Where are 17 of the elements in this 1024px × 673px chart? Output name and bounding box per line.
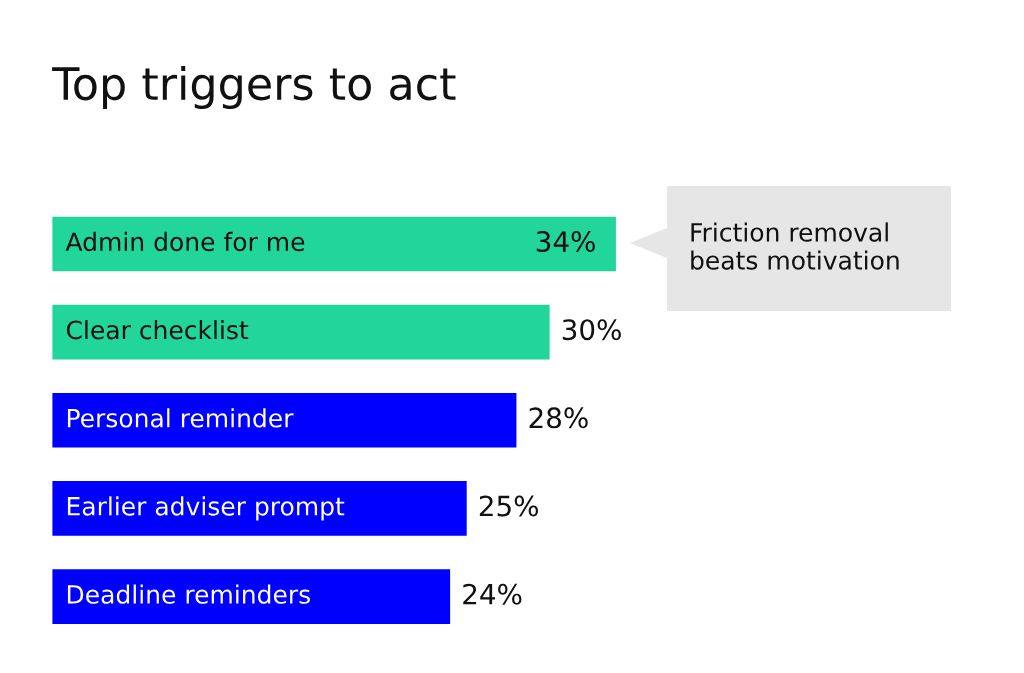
bar — [52, 304, 550, 360]
y-tick-label: Clear checklist — [66, 320, 249, 340]
y-tick-label: Personal reminder — [67, 408, 294, 428]
y-tick-label: Earlier adviser prompt — [67, 496, 345, 521]
y-tick-label: Admin done for me — [65, 231, 305, 252]
data-label: 25% — [479, 495, 539, 517]
data-label: 28% — [529, 407, 588, 429]
y-tick-label: Deadline reminders — [67, 584, 310, 604]
data-label: 34% — [536, 231, 595, 253]
text: Friction removal beats motivation — [691, 222, 899, 270]
bar — [52, 392, 517, 448]
bar — [52, 481, 467, 536]
bar — [52, 216, 616, 272]
chart-title: Top triggers to act — [52, 65, 456, 109]
data-label: 30% — [562, 319, 621, 341]
data-label: 24% — [463, 583, 522, 605]
bar — [52, 569, 451, 624]
